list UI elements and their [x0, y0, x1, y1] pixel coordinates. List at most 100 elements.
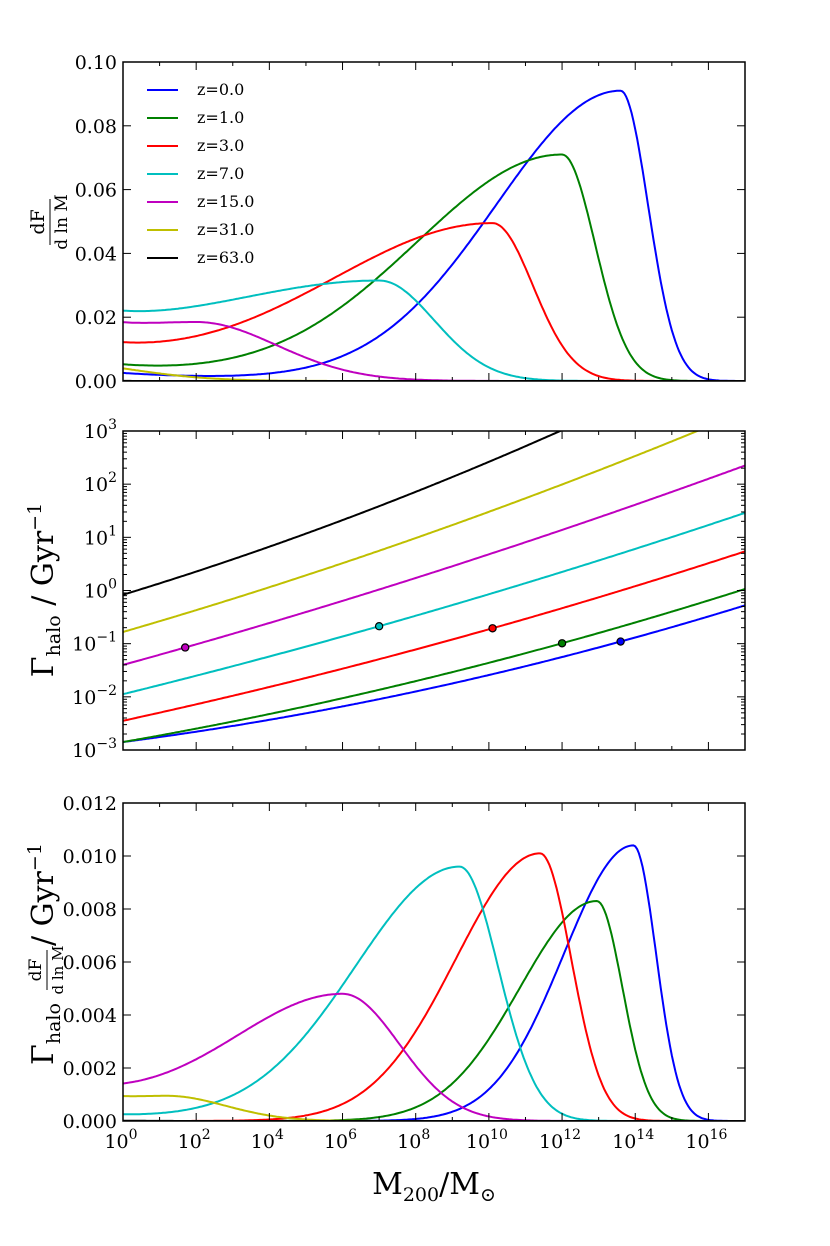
- middle-ytick-label: 101: [84, 523, 117, 549]
- ylabel-rest: / Gyr: [26, 530, 61, 615]
- bottom-frame: [122, 802, 746, 1122]
- ytick-base: 10: [84, 527, 108, 549]
- middle-line-z=15.0: [123, 464, 745, 666]
- bottom-ytick-label: 0.006: [63, 952, 117, 974]
- legend-label: z=7.0: [197, 164, 244, 183]
- ytick-exp: 2: [108, 470, 117, 486]
- bottom-xtick-label: 1012: [539, 1127, 581, 1153]
- bottom-xtick-label: 102: [178, 1127, 211, 1153]
- bottom-xtick-label: 100: [104, 1127, 137, 1153]
- middle-marker-z=7.0: [374, 622, 384, 631]
- top-ytick-label: 0.08: [75, 116, 117, 138]
- middle-line-z=1.0: [123, 588, 745, 743]
- ylabel-sup: −1: [24, 843, 46, 871]
- top-ytick-label: 0.06: [75, 180, 117, 202]
- xtick-exp: 10: [490, 1127, 508, 1143]
- top-ytick-label: 0.10: [75, 52, 117, 74]
- middle-ytick-label: 102: [84, 470, 117, 496]
- middle-ytick-label: 10−2: [72, 683, 117, 709]
- xtick-base: 10: [178, 1131, 202, 1153]
- middle-ytick-label: 10−3: [72, 736, 117, 762]
- middle-marker-z=1.0: [557, 639, 567, 648]
- bottom-ylabel-gamma: Γhalo: [26, 1003, 65, 1065]
- curves-layer: [123, 89, 745, 1121]
- xtick-exp: 0: [129, 1127, 138, 1143]
- ytick-base: 10: [84, 581, 108, 603]
- top-line-z=1.0: [123, 153, 745, 381]
- xlabel: M200/M⊙: [372, 1167, 496, 1206]
- bottom-ytick-label: 0.000: [63, 1111, 117, 1133]
- xtick-base: 10: [539, 1131, 563, 1153]
- top-line-z=0.0: [123, 89, 745, 381]
- bottom-xtick-label: 106: [324, 1127, 357, 1153]
- middle-line-z=63.0: [123, 431, 563, 596]
- xtick-base: 10: [104, 1131, 128, 1153]
- bottom-xtick-label: 108: [397, 1127, 430, 1153]
- xtick-base: 10: [397, 1131, 421, 1153]
- bottom-line-z=3.0: [123, 852, 745, 1121]
- ytick-exp: 0: [108, 577, 117, 593]
- legend-label: z=3.0: [197, 136, 244, 155]
- top-line-z=7.0: [123, 279, 745, 381]
- bottom-line-z=31.0: [123, 1094, 745, 1121]
- ytick-exp: −3: [96, 736, 117, 752]
- ylabel-sup: −1: [24, 503, 46, 531]
- ytick-base: 10: [84, 474, 108, 496]
- bottom-ytick-label: 0.010: [63, 846, 117, 868]
- top-series-group: [123, 89, 745, 381]
- top-ylabel: dF d ln M: [27, 194, 72, 249]
- bottom-ytick-label: 0.004: [63, 1005, 117, 1027]
- xtick-exp: 12: [563, 1127, 581, 1143]
- xtick-exp: 16: [710, 1127, 728, 1143]
- xlabel-sub: 200: [403, 1184, 439, 1206]
- legend-label: z=63.0: [197, 248, 254, 267]
- middle-ytick-label: 103: [84, 417, 117, 443]
- bottom-ylabel-num: dF: [26, 958, 46, 981]
- top-ylabel-den: d ln M: [52, 194, 72, 249]
- middle-ytick-label: 10−1: [72, 630, 117, 656]
- legend-label: z=0.0: [197, 80, 244, 99]
- bottom-xtick-label: 1010: [466, 1127, 508, 1153]
- bottom-xtick-label: 1014: [612, 1127, 654, 1153]
- top-ylabel-num: dF: [27, 209, 49, 234]
- bottom-xtick-label: 104: [251, 1127, 284, 1153]
- xtick-base: 10: [612, 1131, 636, 1153]
- legend-label: z=1.0: [197, 108, 244, 127]
- xtick-base: 10: [251, 1131, 275, 1153]
- middle-line-z=7.0: [123, 511, 745, 696]
- ytick-exp: 1: [108, 523, 117, 539]
- axes-layer: [122, 61, 746, 1122]
- ylabel-sub: halo: [43, 615, 65, 656]
- bottom-ylabel-den: d ln M: [49, 946, 67, 995]
- ytick-exp: −1: [96, 630, 117, 646]
- bottom-series-group: [123, 844, 745, 1121]
- xtick-exp: 4: [275, 1127, 284, 1143]
- ytick-base: 10: [84, 421, 108, 443]
- top-frame: [122, 61, 746, 382]
- middle-ylabel-text: Γhalo / Gyr−1: [24, 503, 65, 677]
- xlabel-rest: /M: [439, 1167, 480, 1202]
- ylabel-sub: halo: [43, 1003, 65, 1044]
- legend-label: z=31.0: [197, 220, 254, 239]
- bottom-ylabel-rest: / Gyr−1: [24, 843, 61, 946]
- xtick-base: 10: [466, 1131, 490, 1153]
- xlabel-sun: ⊙: [480, 1184, 496, 1206]
- middle-marker-z=0.0: [616, 637, 625, 646]
- middle-line-z=0.0: [123, 604, 745, 743]
- middle-series-group: [123, 431, 745, 743]
- bottom-ytick-label: 0.008: [63, 899, 117, 921]
- legend-label: z=15.0: [197, 192, 254, 211]
- ylabel-rest: / Gyr: [26, 870, 61, 946]
- ytick-base: 10: [72, 634, 96, 656]
- bottom-ylabel: Γhalo dF d ln M / Gyr−1: [24, 843, 67, 1065]
- top-ytick-label: 0.04: [75, 243, 117, 265]
- top-ytick-label: 0.02: [75, 307, 117, 329]
- xtick-base: 10: [685, 1131, 709, 1153]
- top-ytick-label: 0.00: [75, 371, 117, 393]
- xtick-exp: 8: [421, 1127, 430, 1143]
- middle-line-z=31.0: [123, 431, 701, 633]
- bottom-line-z=1.0: [123, 899, 745, 1121]
- bottom-line-z=0.0: [123, 844, 745, 1121]
- ytick-exp: −2: [96, 683, 117, 699]
